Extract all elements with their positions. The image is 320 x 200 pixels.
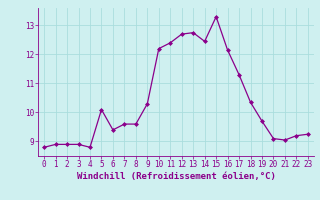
X-axis label: Windchill (Refroidissement éolien,°C): Windchill (Refroidissement éolien,°C) xyxy=(76,172,276,181)
